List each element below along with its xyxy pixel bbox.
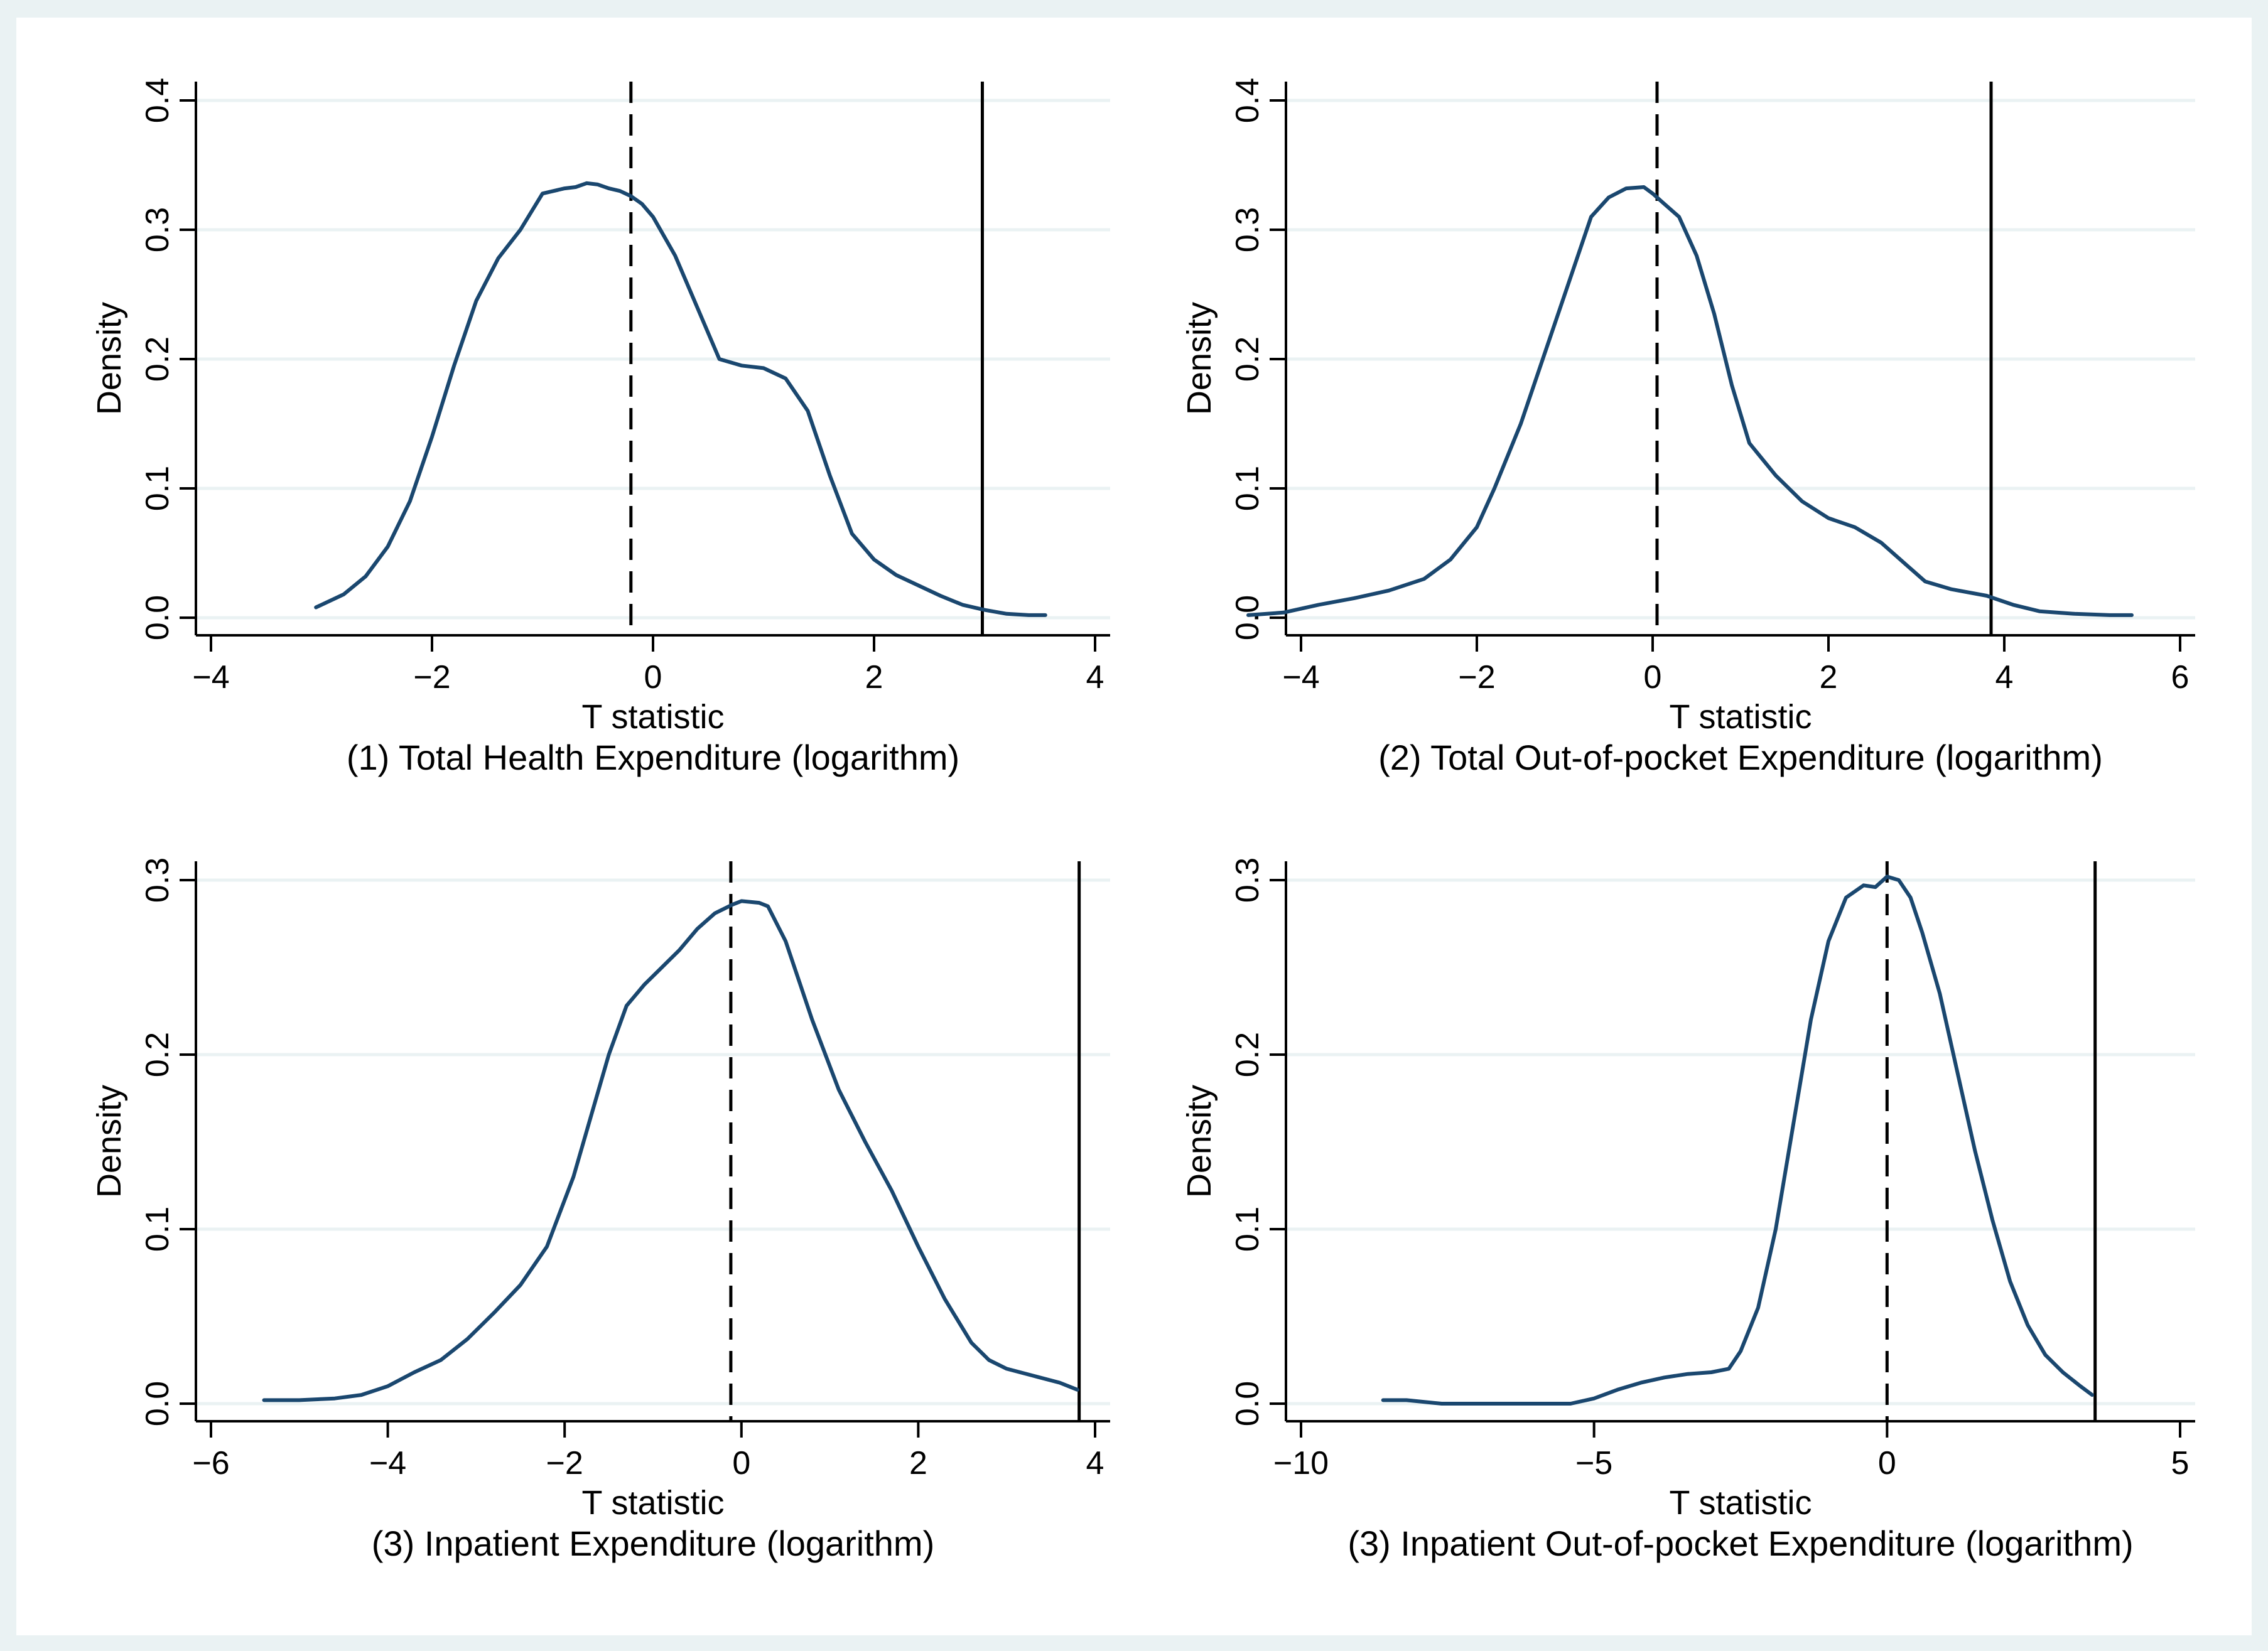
panel-2-xlabel: T statistic	[1669, 698, 1812, 736]
panel-1-xtick-label: 4	[1086, 659, 1104, 696]
panel-3-xlabel: T statistic	[581, 1484, 724, 1522]
panel-4-density-curve	[1381, 874, 2094, 1406]
panel-4: 0.0 0.1 0.2 0.3 −10 −5 0 5 T statistic(3) Inpati…	[1180, 858, 2195, 1563]
panel-4-xtick-label: −10	[1273, 1445, 1329, 1482]
panel-2-ylabel: Density	[1180, 302, 1218, 415]
panel-4-plot-area	[1286, 861, 2195, 1421]
panel-3-title: (3) Inpatient Expenditure (logarithm)	[372, 1524, 934, 1563]
panel-2-ytick-label: 0.3	[1229, 207, 1266, 252]
panel-1-ytick-label: 0.1	[139, 466, 176, 511]
panel-3-ytick-label: 0.1	[139, 1207, 176, 1252]
panel-4-xtick-label: −5	[1575, 1445, 1612, 1482]
panel-1-title: (1) Total Health Expenditure (logarithm)	[347, 738, 959, 777]
panel-4-title: (3) Inpatient Out-of-pocket Expenditure …	[1347, 1524, 2133, 1563]
panel-3-xtick-label: 0	[732, 1445, 750, 1482]
panel-2-xtick-label: −4	[1282, 659, 1319, 696]
panel-2-title: (2) Total Out-of-pocket Expenditure (log…	[1378, 738, 2103, 777]
panel-2-xtick-label: 0	[1644, 659, 1662, 696]
panel-1-ytick-label: 0.4	[139, 78, 176, 123]
panel-2-density-curve	[1246, 185, 2134, 617]
panel-4-xtick-label: 0	[1878, 1445, 1896, 1482]
panel-1-xlabel: T statistic	[581, 698, 724, 736]
panel-1-xtick-label: −2	[413, 659, 450, 696]
panel-1-density-curve	[314, 181, 1047, 617]
panel-3-ylabel: Density	[90, 1085, 128, 1198]
panel-2: 0.0 0.1 0.2 0.3 0.4 −4 −2 0 2 4 6 T statistic(2) To…	[1180, 78, 2195, 777]
panel-4-ytick-label: 0.1	[1229, 1207, 1266, 1252]
panel-3-ytick-label: 0.3	[139, 858, 176, 903]
panel-1-xtick-label: 2	[865, 659, 883, 696]
panel-3-density-curve	[262, 899, 1079, 1402]
panel-3-xtick-label: −6	[192, 1445, 229, 1482]
panel-3-xtick-label: −2	[546, 1445, 583, 1482]
panel-2-ytick-label: 0.0	[1229, 595, 1266, 640]
panel-1-ytick-label: 0.3	[139, 207, 176, 252]
panel-1-ytick-label: 0.0	[139, 595, 176, 640]
panel-3-xtick-label: 2	[909, 1445, 927, 1482]
panel-1: 0.0 0.1 0.2 0.3 0.4 −4 −2 0 2 4 T statistic(1) Tot…	[90, 78, 1110, 777]
panel-2-ytick-label: 0.4	[1229, 78, 1266, 123]
panel-2-ytick-label: 0.1	[1229, 466, 1266, 511]
panel-4-ylabel: Density	[1180, 1085, 1218, 1198]
panel-2-xtick-label: 2	[1820, 659, 1838, 696]
panel-1-ytick-label: 0.2	[139, 336, 176, 382]
panel-1-ylabel: Density	[90, 302, 128, 415]
panel-3-plot-area	[196, 861, 1110, 1421]
panel-1-xtick-label: −4	[192, 659, 229, 696]
panel-2-ytick-label: 0.2	[1229, 336, 1266, 382]
panel-2-xtick-label: −2	[1458, 659, 1495, 696]
panel-4-ytick-label: 0.3	[1229, 858, 1266, 903]
panel-3-ytick-label: 0.0	[139, 1381, 176, 1426]
panel-4-xtick-label: 5	[2171, 1445, 2190, 1482]
panel-4-xlabel: T statistic	[1669, 1484, 1812, 1522]
panel-1-xtick-label: 0	[644, 659, 662, 696]
panel-4-ytick-label: 0.2	[1229, 1032, 1266, 1077]
panel-3-ytick-label: 0.2	[139, 1032, 176, 1077]
panel-3-xtick-label: 4	[1086, 1445, 1104, 1482]
panel-2-xtick-label: 4	[1995, 659, 2014, 696]
panel-2-xtick-label: 6	[2171, 659, 2190, 696]
panel-3-xtick-label: −4	[369, 1445, 406, 1482]
panel-4-ytick-label: 0.0	[1229, 1381, 1266, 1426]
panel-3: 0.0 0.1 0.2 0.3 −6 −4 −2 0 2 4 T statistic(3) Inpa…	[90, 858, 1110, 1563]
